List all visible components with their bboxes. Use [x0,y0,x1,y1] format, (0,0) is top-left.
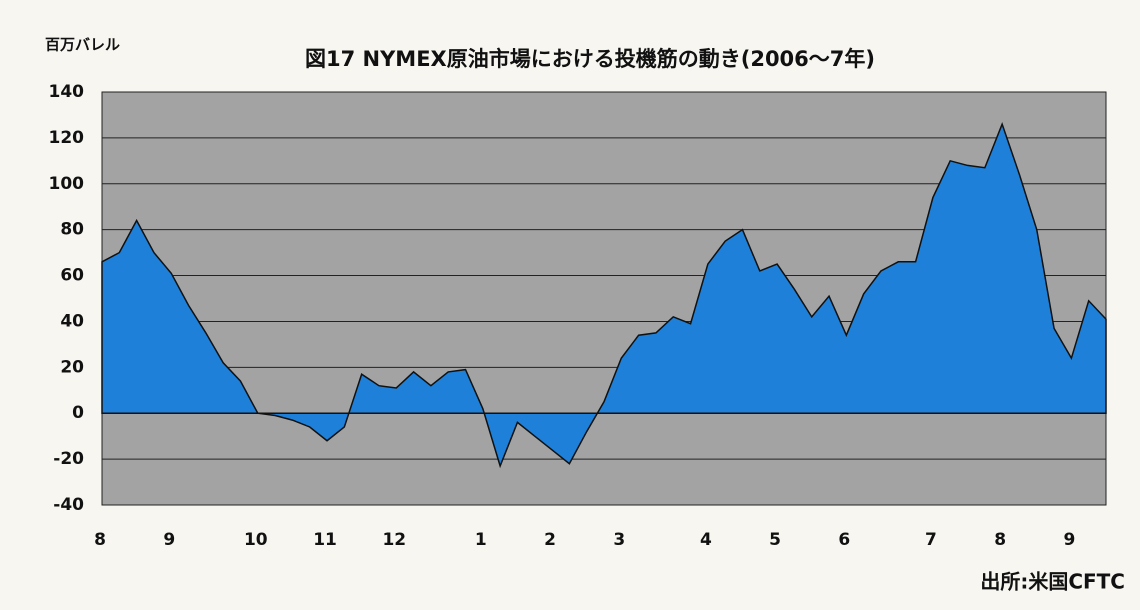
y-tick-label: 100 [49,174,85,194]
x-tick-label: 9 [163,530,175,550]
x-tick-label: 8 [994,530,1006,550]
y-tick-label: 120 [49,128,85,148]
x-tick-label: 12 [382,530,406,550]
x-tick-label: 4 [700,530,712,550]
chart-title: 図17 NYMEX原油市場における投機筋の動き(2006～7年) [305,47,875,71]
x-tick-label: 9 [1063,530,1075,550]
x-tick-label: 3 [613,530,625,550]
y-tick-label: -40 [53,495,84,515]
x-tick-label: 5 [769,530,781,550]
x-tick-label: 8 [94,530,106,550]
y-tick-label: 140 [49,82,85,102]
y-tick-label: 60 [60,266,84,286]
y-axis-label: 百万バレル [45,36,120,54]
x-tick-label: 11 [313,530,337,550]
y-tick-label: 0 [72,403,84,423]
x-tick-label: 6 [838,530,850,550]
y-tick-label: 80 [60,220,84,240]
y-tick-label: 40 [60,311,84,331]
x-tick-label: 7 [925,530,937,550]
x-tick-label: 1 [475,530,487,550]
source: 出所:米国CFTC [980,570,1125,594]
x-tick-label: 2 [544,530,556,550]
y-tick-label: 20 [60,357,84,377]
x-tick-label: 10 [244,530,268,550]
y-tick-label: -20 [53,449,84,469]
